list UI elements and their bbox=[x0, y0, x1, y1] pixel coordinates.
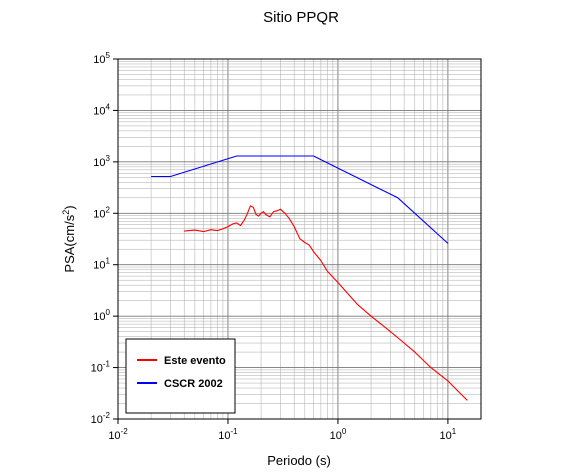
series-line-2 bbox=[151, 155, 449, 244]
x-tick-exponent: 1 bbox=[452, 427, 457, 436]
series-line-1 bbox=[184, 205, 468, 401]
y-tick-base: 10 bbox=[93, 157, 105, 169]
y-axis-label-main: PSA(cm/s bbox=[62, 214, 77, 272]
y-tick-label: 100 bbox=[93, 308, 110, 323]
y-tick-base: 10 bbox=[91, 363, 103, 375]
y-tick-exponent: -2 bbox=[103, 411, 111, 420]
y-tick-label: 103 bbox=[93, 154, 110, 169]
x-tick-label: 101 bbox=[440, 427, 457, 442]
y-tick-label: 101 bbox=[93, 257, 110, 272]
y-axis-label-close: ) bbox=[62, 205, 77, 209]
y-tick-exponent: 5 bbox=[106, 51, 111, 60]
series-group bbox=[151, 155, 468, 401]
grid bbox=[118, 59, 481, 419]
plot-frame bbox=[117, 58, 482, 420]
x-tick-label: 10-2 bbox=[108, 427, 128, 442]
x-tick-base: 10 bbox=[440, 430, 452, 442]
y-tick-label: 10-2 bbox=[91, 411, 111, 426]
y-tick-exponent: 2 bbox=[106, 205, 111, 214]
legend-label-series-2: CSCR 2002 bbox=[164, 378, 223, 390]
y-tick-base: 10 bbox=[93, 105, 105, 117]
y-tick-base: 10 bbox=[93, 54, 105, 66]
x-tick-label: 100 bbox=[330, 427, 347, 442]
x-axis-label: Periodo (s) bbox=[267, 453, 331, 468]
chart-title: Sitio PPQR bbox=[263, 9, 339, 26]
legend: Este evento CSCR 2002 bbox=[125, 338, 236, 414]
y-tick-base: 10 bbox=[91, 414, 103, 426]
y-tick-exponent: 0 bbox=[106, 308, 111, 317]
y-tick-exponent: 4 bbox=[106, 102, 111, 111]
legend-box bbox=[125, 338, 236, 414]
y-tick-base: 10 bbox=[93, 311, 105, 323]
y-tick-base: 10 bbox=[93, 208, 105, 220]
x-tick-base: 10 bbox=[330, 430, 342, 442]
y-tick-label: 102 bbox=[93, 205, 110, 220]
x-tick-exponent: 0 bbox=[342, 427, 347, 436]
y-tick-label: 104 bbox=[93, 102, 110, 117]
legend-label-series-1: Este evento bbox=[164, 355, 226, 367]
y-axis-label: PSA(cm/s2) bbox=[61, 205, 77, 272]
y-tick-exponent: 3 bbox=[106, 154, 111, 163]
y-tick-label: 105 bbox=[93, 51, 110, 66]
y-tick-base: 10 bbox=[93, 260, 105, 272]
x-tick-base: 10 bbox=[108, 430, 120, 442]
x-tick-base: 10 bbox=[218, 430, 230, 442]
y-axis-label-exponent: 2 bbox=[61, 210, 71, 215]
x-tick-exponent: -1 bbox=[231, 427, 239, 436]
y-tick-exponent: 1 bbox=[106, 257, 111, 266]
y-tick-label: 10-1 bbox=[91, 360, 111, 375]
x-tick-label: 10-1 bbox=[218, 427, 238, 442]
x-tick-exponent: -2 bbox=[121, 427, 129, 436]
y-tick-exponent: -1 bbox=[103, 360, 111, 369]
